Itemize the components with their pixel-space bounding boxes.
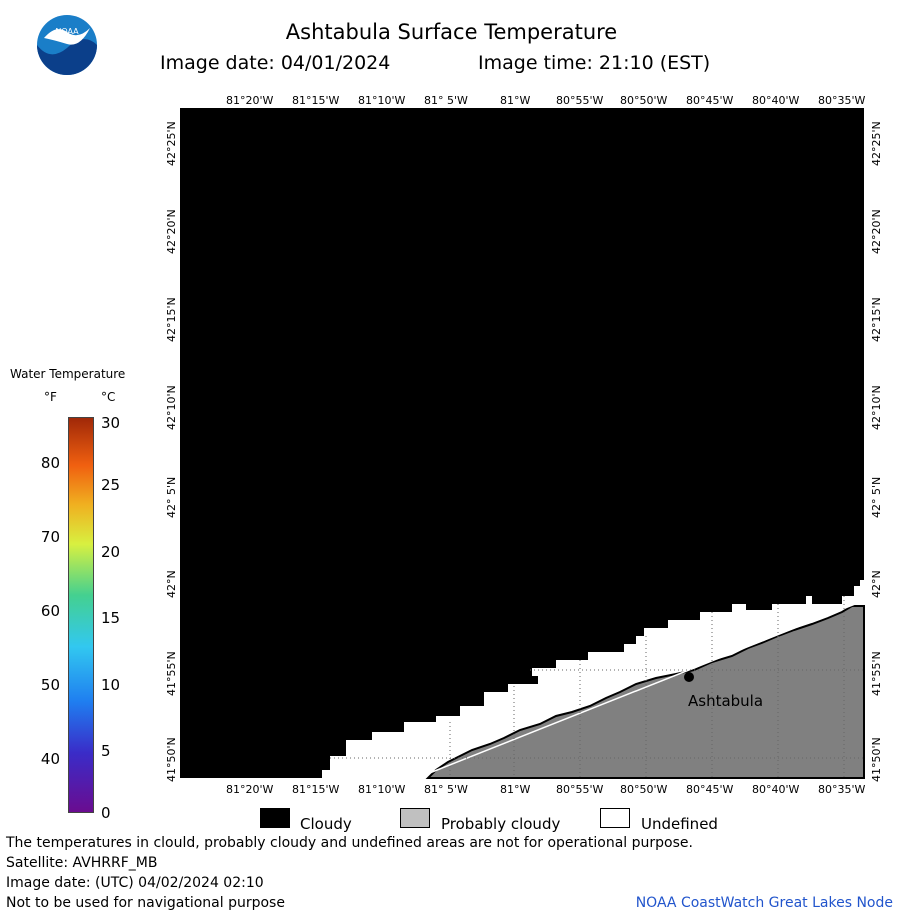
- lat-label-right: 41°50'N: [870, 737, 883, 782]
- lon-label-top: 81°10'W: [358, 94, 406, 107]
- lat-label-left: 42°25'N: [165, 121, 178, 166]
- celsius-tick: 20: [101, 543, 121, 561]
- lon-label-top: 80°55'W: [556, 94, 604, 107]
- celsius-tick: 5: [101, 742, 111, 760]
- utc-date-text: Image date: (UTC) 04/02/2024 02:10: [6, 875, 264, 891]
- lat-label-right: 41°55'N: [870, 651, 883, 696]
- unit-fahrenheit: °F: [44, 390, 57, 404]
- celsius-tick: 25: [101, 476, 121, 494]
- celsius-tick: 0: [101, 804, 111, 822]
- lon-label-top: 81° 5'W: [424, 94, 468, 107]
- ashtabula-marker: [684, 672, 694, 682]
- legend-label-undefined: Undefined: [641, 815, 718, 833]
- lat-label-left: 42°10'N: [165, 385, 178, 430]
- page-title: Ashtabula Surface Temperature: [285, 20, 618, 44]
- fahrenheit-tick: 60: [40, 602, 60, 620]
- legend-swatch-undefined: [600, 808, 630, 828]
- image-date: Image date: 04/01/2024: [160, 52, 391, 74]
- city-label: Ashtabula: [688, 692, 763, 710]
- lat-label-left: 42° 5'N: [165, 476, 178, 518]
- lon-label-top: 81°W: [500, 94, 531, 107]
- lat-label-left: 42°N: [165, 570, 178, 598]
- lon-label-top: 80°50'W: [620, 94, 668, 107]
- fahrenheit-tick: 50: [40, 676, 60, 694]
- lon-label-bottom: 80°35'W: [818, 783, 866, 796]
- celsius-tick: 10: [101, 676, 121, 694]
- navigation-warning: Not to be used for navigational purpose: [6, 895, 285, 911]
- lon-label-bottom: 80°55'W: [556, 783, 604, 796]
- lon-label-bottom: 80°50'W: [620, 783, 668, 796]
- satellite-text: Satellite: AVHRRF_MB: [6, 855, 158, 871]
- noaa-logo: NOAA: [37, 15, 97, 75]
- lat-label-right: 42°20'N: [870, 209, 883, 254]
- fahrenheit-tick: 80: [40, 454, 60, 472]
- celsius-tick: 30: [101, 414, 121, 432]
- lon-label-top: 80°40'W: [752, 94, 800, 107]
- shoreline-outline: [421, 601, 861, 777]
- lat-label-right: 42° 5'N: [870, 476, 883, 518]
- legend-swatch-cloudy: [260, 808, 290, 828]
- lon-label-bottom: 81°W: [500, 783, 531, 796]
- lon-label-bottom: 81°10'W: [358, 783, 406, 796]
- lon-label-top: 80°45'W: [686, 94, 734, 107]
- lon-label-bottom: 81°20'W: [226, 783, 274, 796]
- lat-label-left: 41°55'N: [165, 651, 178, 696]
- lat-label-left: 42°20'N: [165, 209, 178, 254]
- legend-swatch-probably-cloudy: [400, 808, 430, 828]
- temperature-color-bar: [68, 417, 94, 813]
- lon-label-top: 80°35'W: [818, 94, 866, 107]
- credit-text: NOAA CoastWatch Great Lakes Node: [635, 895, 893, 911]
- lat-label-right: 42°15'N: [870, 297, 883, 342]
- lat-label-right: 42°10'N: [870, 385, 883, 430]
- fahrenheit-tick: 40: [40, 750, 60, 768]
- lat-label-right: 42°25'N: [870, 121, 883, 166]
- noaa-logo-text: NOAA: [55, 27, 79, 36]
- image-time: Image time: 21:10 (EST): [478, 52, 711, 74]
- disclaimer-text: The temperatures in clould, probably clo…: [6, 835, 693, 851]
- lat-label-right: 42°N: [870, 570, 883, 598]
- lon-label-top: 81°20'W: [226, 94, 274, 107]
- lon-label-top: 81°15'W: [292, 94, 340, 107]
- lon-label-bottom: 80°45'W: [686, 783, 734, 796]
- legend-label-probably-cloudy: Probably cloudy: [441, 815, 561, 833]
- fahrenheit-tick: 70: [40, 528, 60, 546]
- lat-label-left: 41°50'N: [165, 737, 178, 782]
- lon-label-bottom: 80°40'W: [752, 783, 800, 796]
- unit-celsius: °C: [101, 390, 116, 404]
- lon-label-bottom: 81°15'W: [292, 783, 340, 796]
- celsius-tick: 15: [101, 609, 121, 627]
- legend-label-cloudy: Cloudy: [300, 815, 352, 833]
- lat-label-left: 42°15'N: [165, 297, 178, 342]
- scale-title: Water Temperature: [10, 367, 126, 381]
- graticule: [330, 596, 864, 778]
- lon-label-bottom: 81° 5'W: [424, 783, 468, 796]
